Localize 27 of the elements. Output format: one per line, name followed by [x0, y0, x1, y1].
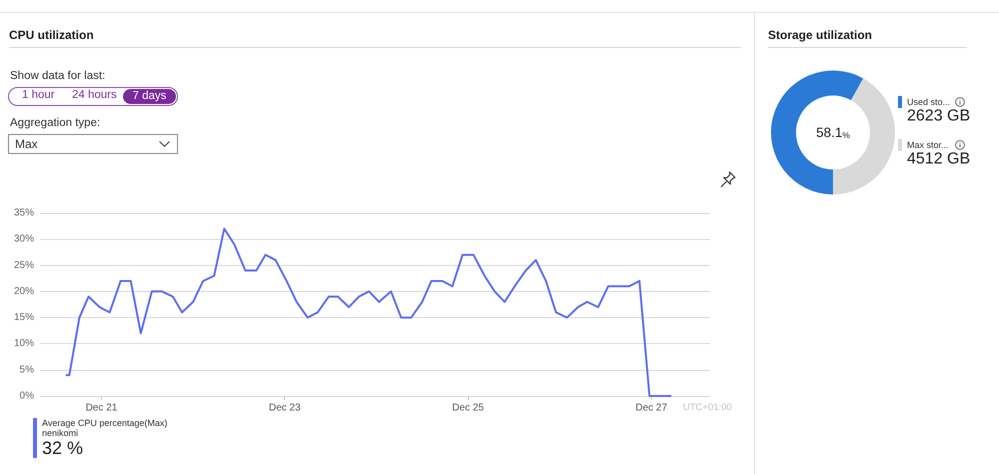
y-tick-label: 20%: [14, 286, 34, 297]
text: 2623 GB: [907, 108, 970, 124]
legend-label: Max stor...: [907, 140, 949, 150]
legend-label: Used sto...: [907, 97, 950, 107]
text: 32 %: [42, 438, 84, 458]
text: Show data for last:: [10, 70, 106, 82]
x-tick-label: Dec 21: [86, 402, 118, 414]
text: nenikomi: [42, 428, 78, 438]
y-tick-label: 30%: [14, 234, 34, 245]
legend-title: Average CPU percentage(Max): [42, 418, 168, 428]
text: 4512 GB: [907, 150, 970, 168]
segmented-toggle: 1 hour 24 hours 7 days: [8, 87, 178, 106]
dropdown-field: Max: [8, 134, 178, 154]
chart-title: Storage utilization: [768, 28, 872, 42]
y-tick-label: 10%: [14, 338, 34, 350]
y-tick-label: 35%: [14, 208, 34, 218]
y-tick-label: 25%: [14, 260, 34, 271]
x-tick-label: Dec 27: [635, 402, 668, 414]
y-tick-label: 0%: [20, 390, 34, 402]
text: Aggregation type:: [10, 117, 100, 129]
x-tick-label: Dec 23: [268, 402, 301, 414]
x-tick-label: Dec 25: [452, 402, 484, 414]
y-tick-label: 5%: [20, 364, 34, 376]
chart-title: CPU utilization: [9, 28, 94, 42]
text: 58.1%: [816, 125, 850, 140]
y-tick-label: 15%: [14, 312, 34, 324]
text: UTC+01:00: [683, 402, 732, 413]
